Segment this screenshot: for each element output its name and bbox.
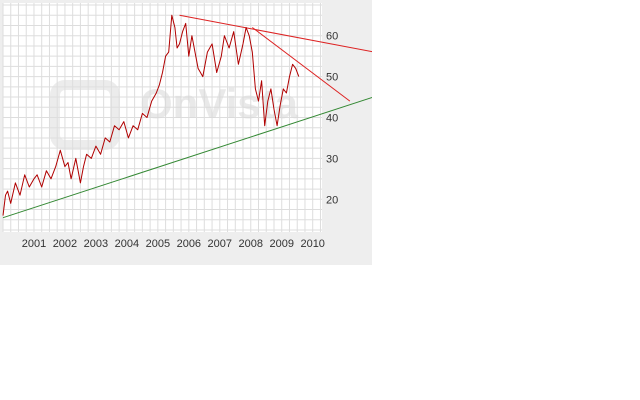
watermark: OnVista	[50, 80, 299, 150]
x-tick-label: 2004	[115, 238, 139, 250]
x-tick-label: 2008	[239, 238, 263, 250]
watermark-logo-mark	[50, 80, 120, 150]
y-tick-label: 50	[326, 72, 338, 84]
x-tick-label: 2003	[84, 238, 108, 250]
chart-panel: OnVista 20 30 40 50 60 2001 2002 2003 2004 2005 2…	[0, 0, 372, 265]
y-axis-ticks: 20 30 40 50 60	[326, 31, 338, 207]
trendlines	[2, 14, 372, 219]
x-tick-label: 2001	[22, 238, 46, 250]
x-tick-label: 2002	[53, 238, 77, 250]
grid	[2, 3, 322, 232]
series	[2, 14, 300, 216]
y-tick-label: 20	[326, 194, 338, 206]
x-tick-label: 2010	[300, 238, 324, 250]
x-tick-label: 2005	[146, 238, 170, 250]
watermark-text: OnVista	[140, 80, 299, 127]
y-tick-label: 30	[326, 153, 338, 165]
x-tick-label: 2009	[269, 238, 293, 250]
y-tick-label: 40	[326, 113, 338, 125]
x-tick-label: 2007	[208, 238, 232, 250]
resistance-trendline	[179, 14, 372, 53]
x-axis-ticks: 2001 2002 2003 2004 2005 2006 2007 2008 2009 2010	[22, 238, 325, 250]
x-tick-label: 2006	[177, 238, 201, 250]
price-line	[2, 14, 300, 216]
support-trendline	[2, 97, 372, 219]
resistance-trendline	[252, 27, 351, 102]
y-tick-label: 60	[326, 31, 338, 43]
